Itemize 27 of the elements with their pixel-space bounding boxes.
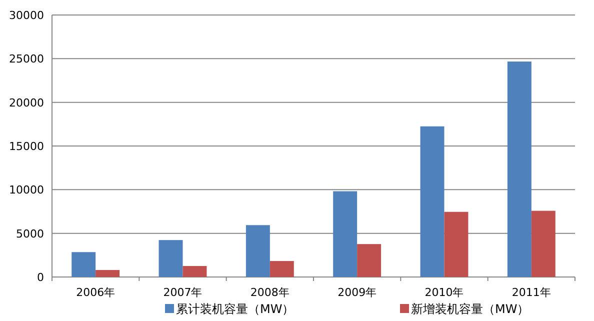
y-tick-label: 15000	[9, 140, 44, 153]
y-tick-label: 25000	[9, 52, 44, 66]
bar	[158, 240, 183, 277]
y-tick-label: 0	[37, 271, 44, 284]
y-tick-label: 5000	[16, 227, 44, 240]
y-tick-label: 10000	[9, 184, 44, 197]
x-tick-label: 2010年	[424, 286, 464, 299]
bar	[357, 244, 382, 277]
y-tick-label: 20000	[9, 96, 44, 110]
bar	[96, 270, 120, 277]
x-tick-label: 2007年	[163, 286, 202, 299]
bar	[507, 62, 532, 277]
bar	[531, 210, 556, 277]
bar	[72, 252, 96, 277]
bar	[182, 266, 207, 277]
x-tick-label: 2009年	[338, 286, 377, 299]
legend-label: 累计装机容量（MW）	[176, 302, 294, 316]
x-tick-label: 2008年	[250, 286, 290, 299]
bar	[420, 126, 444, 277]
bar	[444, 212, 468, 277]
y-tick-label: 30000	[9, 9, 44, 22]
bar	[246, 225, 270, 277]
x-tick-label: 2006年	[76, 286, 116, 299]
x-tick-label: 2011年	[512, 286, 551, 299]
legend-label: 新增装机容量（MW）	[411, 302, 530, 316]
bar	[333, 191, 358, 277]
bar	[270, 261, 294, 277]
